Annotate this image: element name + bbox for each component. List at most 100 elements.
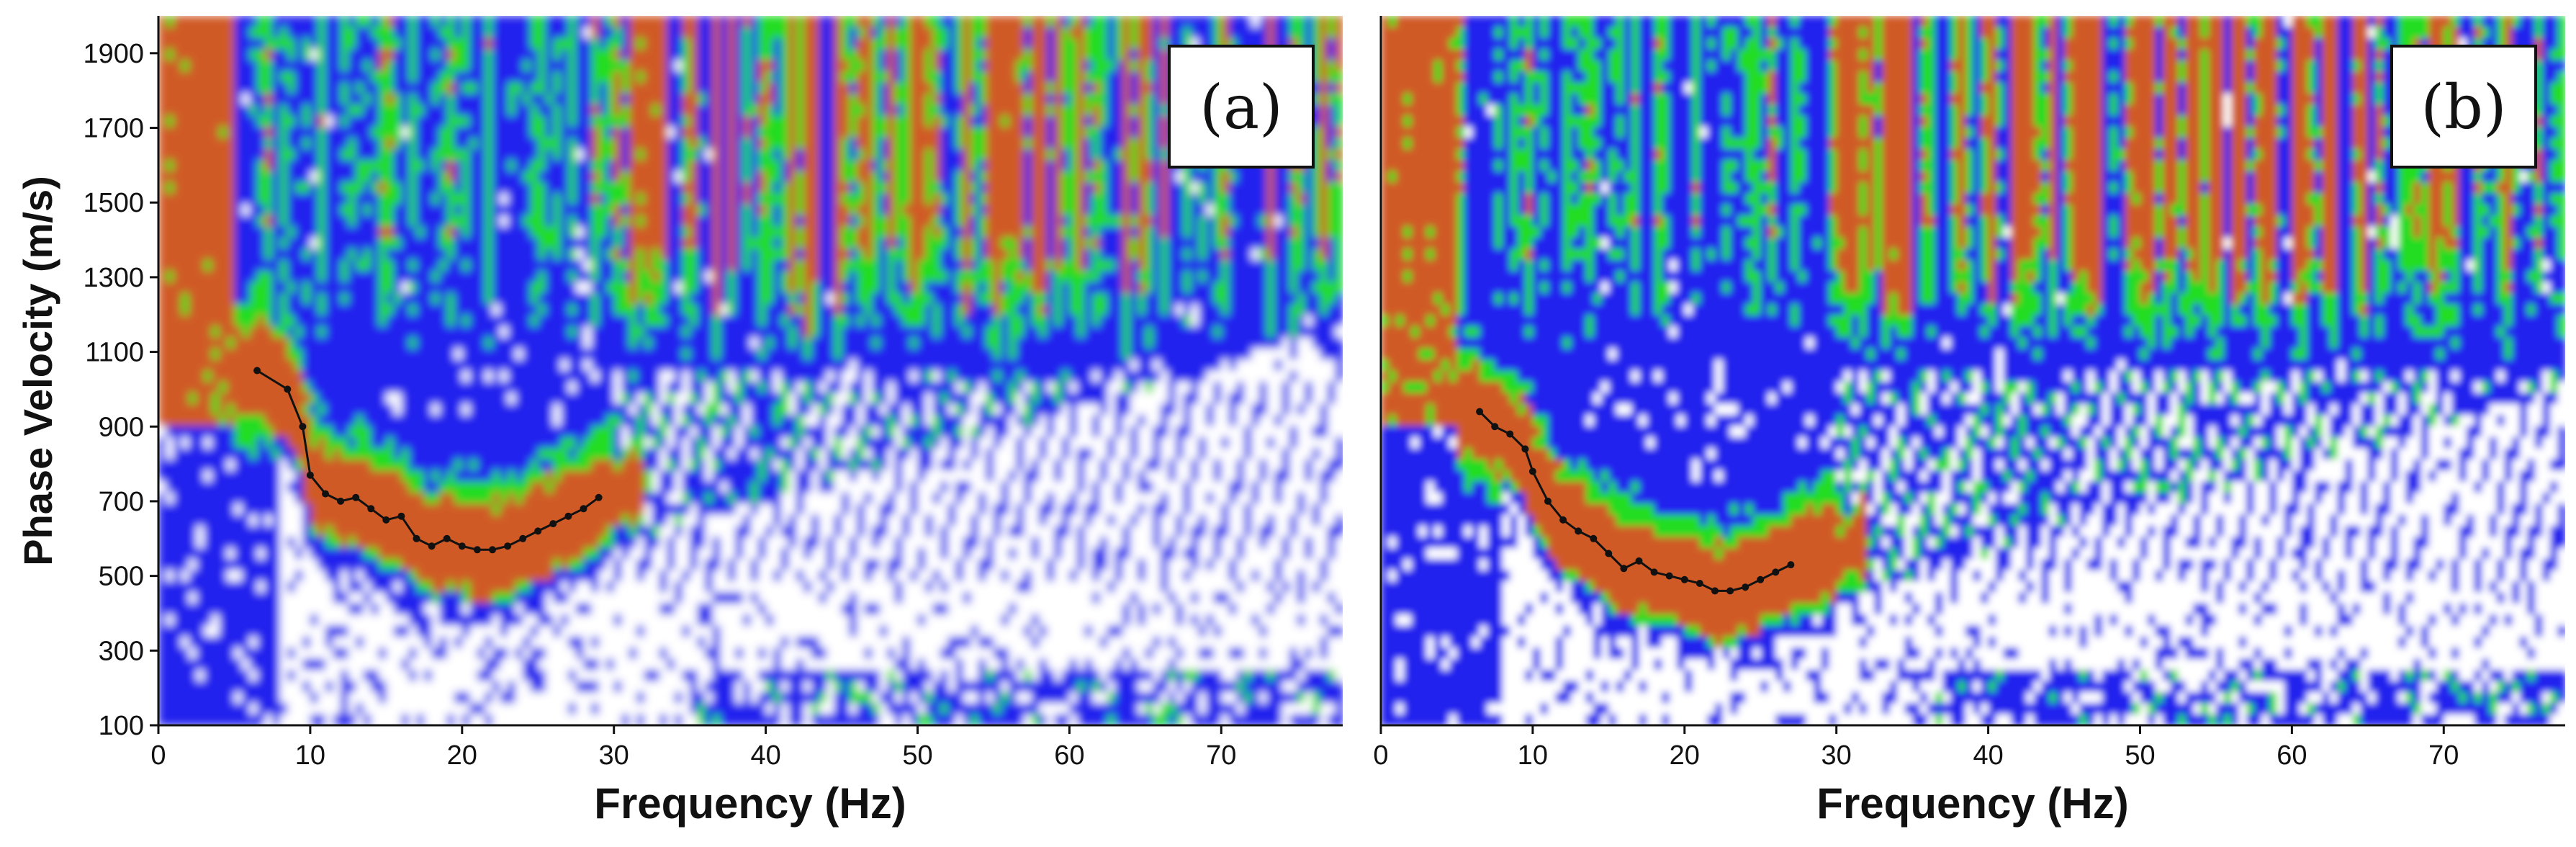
heatmap-cell (371, 237, 379, 249)
heatmap-cell (264, 426, 273, 438)
heatmap-cell (416, 592, 425, 604)
heatmap-cell (272, 270, 281, 283)
heatmap-cell (318, 27, 326, 39)
heatmap-cell (279, 326, 289, 339)
heatmap-cell (431, 636, 440, 649)
heatmap-cell (705, 237, 713, 249)
heatmap-cell (621, 570, 630, 582)
heatmap-cell (378, 426, 387, 438)
heatmap-cell (431, 658, 440, 671)
heatmap-cell (393, 292, 402, 305)
heatmap-cell (606, 148, 615, 161)
heatmap-cell (644, 27, 653, 39)
heatmap-cell (461, 547, 471, 560)
heatmap-cell (613, 337, 623, 349)
heatmap-cell (249, 403, 258, 416)
heatmap-cell (682, 703, 690, 715)
heatmap-cell (659, 658, 668, 671)
heatmap-cell (401, 503, 410, 516)
heatmap-cell (279, 115, 289, 127)
heatmap-cell (416, 636, 425, 649)
heatmap-cell (386, 49, 395, 61)
heatmap-cell (386, 570, 395, 582)
heatmap-cell (302, 636, 311, 649)
heatmap-cell (204, 525, 212, 538)
heatmap-cell (515, 359, 523, 372)
heatmap-cell (454, 603, 463, 615)
heatmap-cell (219, 547, 228, 560)
heatmap-cell (294, 592, 304, 604)
heatmap-cell (408, 193, 418, 205)
heatmap-cell (325, 714, 334, 725)
heatmap-cell (211, 27, 220, 39)
heatmap-cell (325, 282, 334, 294)
heatmap-cell (363, 270, 372, 283)
heatmap-cell (264, 115, 273, 127)
heatmap-cell (249, 636, 258, 649)
heatmap-cell (454, 426, 463, 438)
heatmap-cell (675, 537, 683, 549)
heatmap-cell (408, 215, 418, 228)
heatmap-cell (606, 492, 615, 504)
heatmap-cell (606, 393, 615, 405)
heatmap-cell (241, 359, 251, 372)
heatmap-cell (675, 570, 683, 582)
heatmap-cell (629, 448, 638, 460)
heatmap-cell (446, 426, 456, 438)
heatmap-cell (363, 237, 372, 249)
heatmap-cell (363, 691, 372, 704)
heatmap-cell (545, 570, 554, 582)
heatmap-cell (690, 492, 698, 504)
heatmap-cell (318, 415, 326, 427)
heatmap-cell (310, 282, 319, 294)
heatmap-cell (424, 292, 433, 305)
heatmap-cell (226, 636, 235, 649)
heatmap-cell (613, 237, 623, 249)
heatmap-cell (294, 304, 304, 316)
heatmap-cell (500, 182, 508, 194)
heatmap-cell (211, 337, 220, 349)
heatmap-cell (560, 337, 569, 349)
heatmap-cell (226, 93, 235, 105)
heatmap-cell (469, 215, 478, 228)
heatmap-cell (621, 337, 630, 349)
heatmap-cell (644, 248, 653, 261)
heatmap-cell (393, 636, 402, 649)
heatmap-cell (553, 703, 562, 715)
heatmap-cell (189, 71, 197, 84)
heatmap-cell (401, 27, 410, 39)
heatmap-cell (272, 559, 281, 571)
heatmap-cell (492, 393, 501, 405)
heatmap-cell (424, 304, 433, 316)
heatmap-cell (538, 503, 546, 516)
heatmap-cell (720, 448, 729, 460)
heatmap-cell (675, 691, 683, 704)
heatmap-cell (613, 570, 623, 582)
heatmap-cell (705, 115, 713, 127)
heatmap-cell (560, 348, 569, 360)
heatmap-cell (485, 115, 493, 127)
heatmap-cell (378, 647, 387, 660)
heatmap-cell (508, 49, 516, 61)
heatmap-cell (378, 537, 387, 549)
heatmap-cell (446, 193, 456, 205)
heatmap-cell (158, 270, 167, 283)
heatmap-cell (545, 171, 554, 183)
heatmap-cell (249, 160, 258, 172)
heatmap-cell (560, 315, 569, 327)
heatmap-cell (575, 160, 585, 172)
heatmap-cell (272, 259, 281, 272)
heatmap-cell (727, 215, 737, 228)
heatmap-cell (613, 459, 623, 471)
heatmap-cell (181, 292, 189, 305)
heatmap-cell (523, 625, 531, 637)
heatmap-cell (166, 614, 174, 627)
heatmap-cell (356, 104, 364, 117)
heatmap-cell (644, 492, 653, 504)
heatmap-cell (310, 670, 319, 682)
heatmap-cell (204, 315, 212, 327)
heatmap-cell (158, 49, 167, 61)
heatmap-cell (294, 270, 304, 283)
heatmap-cell (393, 415, 402, 427)
heatmap-cell (279, 27, 289, 39)
